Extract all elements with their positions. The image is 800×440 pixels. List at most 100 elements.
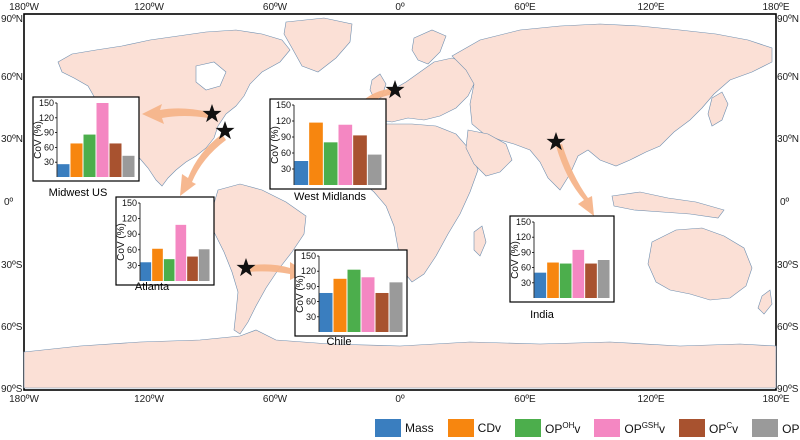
antarctica [23, 329, 777, 389]
legend-swatch [679, 419, 706, 437]
y-tick-label: 150 [122, 198, 137, 208]
tick-label: 30ºN [1, 134, 23, 145]
asia [451, 23, 773, 191]
bar [353, 135, 367, 185]
legend-item: Mass [375, 419, 434, 437]
tick-label: 180ºW [9, 2, 39, 13]
new-zealand [757, 289, 773, 315]
tick-label: 90ºN [1, 14, 23, 25]
inset-chart: 30 60 90 120 150 CoV (%) India [509, 215, 615, 321]
y-tick-label: 150 [301, 251, 316, 261]
tick-label: 30ºS [777, 260, 799, 271]
bar [597, 260, 610, 298]
bar [585, 263, 597, 298]
bar [367, 154, 382, 185]
bar [309, 122, 323, 185]
legend-label-main: CDv [477, 421, 502, 435]
legend-label: OPCv [709, 421, 738, 436]
tick-label: 0º [395, 394, 405, 405]
y-tick-label: 90 [281, 132, 291, 142]
tick-label: 60ºW [263, 2, 288, 13]
bar [152, 248, 163, 281]
y-tick-label: 120 [301, 266, 316, 276]
indonesia [611, 191, 725, 219]
arrow-midwest [142, 104, 208, 124]
tick-label: 60ºS [777, 322, 799, 333]
legend-label-main: OP [624, 421, 642, 436]
bar [96, 103, 109, 177]
y-tick-label: 120 [516, 232, 531, 242]
bar [347, 269, 361, 332]
bottom-longitude-labels: 180ºW 120ºW 60ºW 0º 60ºE 120ºE 180ºE [9, 394, 790, 405]
legend-label: OPOHv [545, 421, 580, 436]
legend-label: Mass [405, 421, 434, 435]
land-masses [23, 17, 777, 389]
tick-label: 180ºE [762, 2, 789, 13]
y-tick-label: 30 [127, 260, 137, 270]
bar [198, 249, 210, 281]
legend-label-sup: GSH [641, 420, 660, 430]
tick-label: 90ºS [1, 384, 23, 395]
bar [361, 277, 375, 332]
tick-label: 60ºN [777, 72, 799, 83]
madagascar [473, 225, 487, 257]
star-icon [546, 132, 566, 151]
inset-chart: 30 60 90 120 150 CoV (%) Atlanta [115, 196, 215, 293]
y-axis-label: CoV (%) [116, 223, 127, 261]
legend-item: OPOHv [515, 419, 580, 437]
inset-chart: 30 60 90 120 150 CoV (%) Chile [294, 249, 408, 348]
bar [338, 124, 353, 185]
y-tick-label: 150 [39, 98, 54, 108]
y-tick-label: 30 [281, 164, 291, 174]
legend-item: OPDTTv [752, 419, 800, 437]
bar [57, 164, 70, 177]
tick-label: 60ºS [1, 322, 23, 333]
bar [323, 142, 338, 185]
star-icon [202, 104, 222, 123]
y-tick-label: 90 [44, 128, 54, 138]
arrow-atlanta [180, 134, 226, 196]
y-tick-label: 150 [276, 100, 291, 110]
inset-charts: 30 60 90 120 150 CoV (%) Midwest US 30 60 90 120 15… [32, 96, 615, 348]
legend-label-main: OP [545, 421, 563, 436]
bar [572, 249, 585, 298]
legend-label: OPGSHv [624, 421, 665, 436]
arrow-chile [246, 262, 306, 280]
top-longitude-labels: 180ºW 120ºW 60ºW 0º 60ºE 120ºE 180ºE [9, 2, 790, 13]
arrow-india [556, 144, 594, 216]
tick-label: 120ºW [134, 394, 164, 405]
legend-swatch [447, 419, 474, 437]
inset-chart: 30 60 90 120 150 CoV (%) West Midlands [269, 98, 387, 203]
bar [319, 292, 333, 332]
tick-label: 60ºW [263, 394, 288, 405]
legend-swatch [752, 419, 779, 437]
site-stars [202, 80, 566, 277]
star-icon [236, 258, 256, 277]
left-latitude-labels: 90ºN 60ºN 30ºN 0º 30ºS 60ºS 90ºS [1, 14, 23, 395]
y-tick-label: 60 [44, 142, 54, 152]
south-america [211, 183, 307, 335]
legend-label-tail: v [574, 421, 581, 436]
legend-swatch [515, 419, 542, 437]
tick-label: 120ºE [637, 394, 664, 405]
australia [647, 227, 753, 301]
tick-label: 180ºE [762, 394, 789, 405]
tick-label: 30ºS [1, 260, 23, 271]
legend-label-main: Mass [405, 421, 434, 435]
y-axis-label: CoV (%) [270, 126, 281, 164]
right-latitude-labels: 90ºN 60ºN 30ºN 0º 30ºS 60ºS 90ºS [777, 14, 799, 395]
bar [109, 143, 122, 177]
greenland [283, 17, 353, 73]
tick-label: 60ºN [1, 72, 23, 83]
bar [559, 263, 572, 298]
site-label: India [530, 309, 555, 321]
tick-label: 60ºE [514, 394, 536, 405]
bar [140, 262, 152, 281]
bar [534, 272, 547, 298]
tick-label: 0º [4, 197, 14, 208]
legend-label-sup: OH [562, 420, 575, 430]
legend: MassCDvOPOHvOPGSHvOPCvOPDTTv [375, 418, 800, 438]
bar [187, 256, 198, 281]
legend-label: OPDTTv [782, 421, 800, 436]
